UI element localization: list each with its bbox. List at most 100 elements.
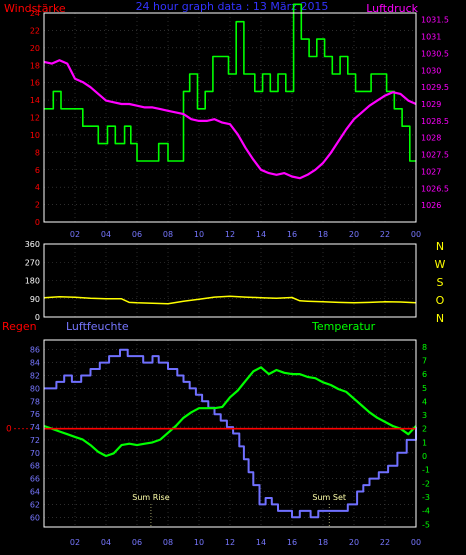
wind-pressure-panel: 02 4 6 8 10 12 14 16 18 20 22 24 1026 1026.5 1027 1027.… [30,3,449,239]
pressure-tick-label: 1027.5 [421,151,449,160]
humidity-axis-title: Luftfeuchte [66,320,129,333]
wind-speed-line [44,3,416,162]
humidity-tick-label: 74 [30,423,40,432]
hour-tick-label: 12 [225,230,235,239]
pressure-tick-label: 1026.5 [421,184,449,193]
hour-tick-label: 14 [256,538,266,547]
humidity-tick-label: 68 [30,462,40,471]
hour-tick-label: 00 [411,230,421,239]
compass-label: O [436,294,445,307]
temperature-tick-label: 3 [422,411,427,420]
humidity-temperature-panel: 6062646668707274767880828486-5-4-3-2-101… [6,339,430,547]
wind-direction-line [43,295,417,305]
pressure-tick-label: 1031.5 [421,16,449,25]
rain-tick-label: 0 [6,425,12,435]
wind-tick-label: 20 [30,44,40,53]
hour-tick-label: 18 [318,230,328,239]
temperature-tick-label: 4 [422,397,427,406]
hour-tick-label: 06 [132,230,142,239]
pressure-tick-label: 1030 [421,66,441,75]
rain-axis-title: Regen [2,320,37,333]
humidity-tick-label: 82 [30,371,40,380]
hour-tick-label: 04 [101,538,111,547]
direction-tick-label: 360 [25,240,40,249]
wind-tick-label: 10 [30,131,40,140]
temperature-tick-label: -5 [422,520,430,529]
humidity-tick-label: 60 [30,513,40,522]
humidity-tick-label: 64 [30,488,40,497]
hour-tick-label: 10 [194,538,204,547]
hour-tick-label: 20 [349,230,359,239]
pressure-tick-label: 1028.5 [421,117,449,126]
hour-tick-label: 10 [194,230,204,239]
hour-tick-label: 04 [101,230,111,239]
humidity-tick-label: 86 [30,346,40,355]
wind-tick-label: 18 [30,61,40,70]
hour-tick-label: 16 [287,230,297,239]
direction-tick-label: 90 [30,295,40,304]
sun-marker-label: Sum Rise [132,493,169,502]
temperature-tick-label: 8 [422,343,427,352]
humidity-tick-label: 80 [30,384,40,393]
compass-label: N [436,240,444,253]
direction-tick-label: 180 [25,277,40,286]
compass-label: W [435,258,446,271]
temperature-tick-label: 5 [422,384,427,393]
hour-tick-label: 08 [163,538,173,547]
direction-tick-label: 270 [25,258,40,267]
compass-label: S [437,276,444,289]
hour-tick-label: 20 [349,538,359,547]
hour-tick-label: 22 [380,230,390,239]
compass-label: N [436,312,444,325]
wind-tick-label: 16 [30,79,40,88]
hour-tick-label: 02 [70,538,80,547]
panel-frame [43,339,417,528]
temperature-tick-label: 1 [422,438,427,447]
pressure-tick-label: 1029.5 [421,83,449,92]
direction-tick-label: 0 [35,313,40,322]
wind-tick-label: 24 [30,9,40,18]
pressure-tick-label: 1027 [421,167,441,176]
temperature-axis-title: Temperatur [311,320,376,333]
wind-tick-label: 8 [35,148,40,157]
pressure-tick-label: 1031 [421,33,441,42]
temperature-tick-label: -1 [422,466,430,475]
temperature-tick-label: -4 [422,507,430,516]
hour-tick-label: 16 [287,538,297,547]
panel-frame [43,243,417,318]
hour-tick-label: 06 [132,538,142,547]
wind-tick-label: 22 [30,26,40,35]
hour-tick-label: 14 [256,230,266,239]
temperature-tick-label: 7 [422,356,427,365]
humidity-tick-label: 62 [30,500,40,509]
hour-tick-label: 12 [225,538,235,547]
hour-tick-label: 02 [70,230,80,239]
sun-marker-label: Sum Set [312,493,346,502]
pressure-axis-title: Luftdruck [366,2,418,15]
hour-tick-label: 18 [318,538,328,547]
pressure-tick-label: 1028 [421,134,441,143]
temperature-tick-label: 0 [422,452,427,461]
humidity-tick-label: 84 [30,359,40,368]
wind-tick-label: 6 [35,166,40,175]
humidity-tick-label: 70 [30,449,40,458]
humidity-tick-label: 76 [30,410,40,419]
panel-frame [43,12,417,223]
hour-tick-label: 00 [411,538,421,547]
hour-tick-label: 08 [163,230,173,239]
temperature-line [43,366,417,458]
wind-tick-label: 14 [30,96,40,105]
humidity-tick-label: 66 [30,475,40,484]
pressure-line [43,59,417,180]
pressure-tick-label: 1026 [421,201,441,210]
humidity-line [44,348,417,519]
wind-tick-label: 0 [35,218,40,227]
temperature-tick-label: 6 [422,370,427,379]
pressure-tick-label: 1030.5 [421,49,449,58]
wind-tick-label: 4 [35,183,40,192]
temperature-tick-label: 2 [422,425,427,434]
humidity-tick-label: 72 [30,436,40,445]
